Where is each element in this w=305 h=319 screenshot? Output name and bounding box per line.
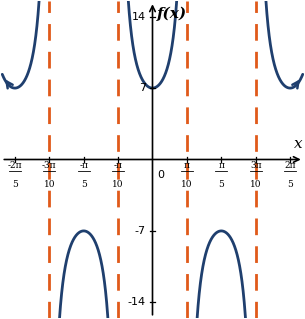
Text: 5: 5: [12, 180, 18, 189]
Text: 10: 10: [44, 180, 55, 189]
Text: 10: 10: [250, 180, 261, 189]
Text: π: π: [218, 161, 224, 170]
Text: -14: -14: [128, 297, 146, 307]
Text: x: x: [294, 137, 303, 151]
Text: 2π: 2π: [284, 161, 296, 170]
Text: 14: 14: [132, 12, 146, 22]
Text: -3π: -3π: [42, 161, 57, 170]
Text: 0: 0: [157, 170, 164, 180]
Text: π: π: [184, 161, 190, 170]
Text: 5: 5: [218, 180, 224, 189]
Text: 7: 7: [139, 83, 146, 93]
Text: -π: -π: [113, 161, 123, 170]
Text: 3π: 3π: [250, 161, 261, 170]
Text: 10: 10: [181, 180, 193, 189]
Text: 10: 10: [112, 180, 124, 189]
Text: -7: -7: [135, 226, 146, 236]
Text: 5: 5: [287, 180, 293, 189]
Text: f(x): f(x): [157, 6, 187, 20]
Text: -2π: -2π: [8, 161, 22, 170]
Text: 5: 5: [81, 180, 87, 189]
Text: -π: -π: [79, 161, 88, 170]
